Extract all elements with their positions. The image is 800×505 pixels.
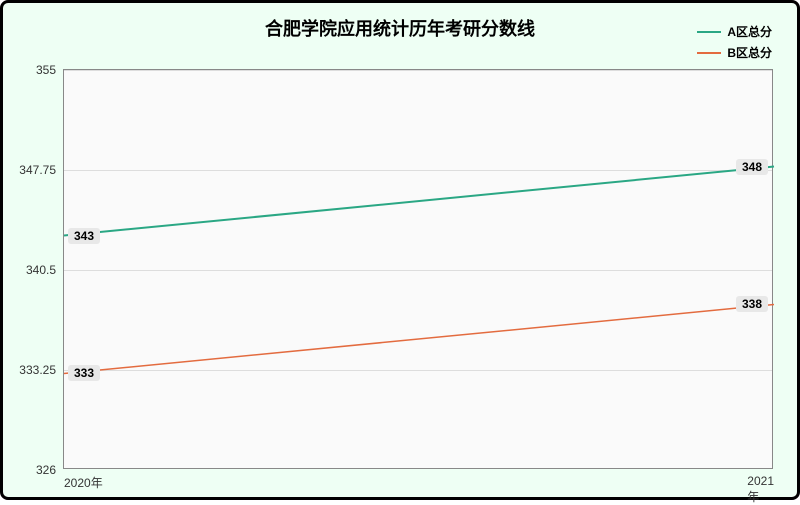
data-label: 348 [736, 159, 768, 175]
x-tick-label: 2021年 [747, 474, 774, 505]
plot-area: 326333.25340.5347.753552020年2021年3433483… [63, 69, 773, 469]
legend-item-b: B区总分 [697, 44, 772, 61]
legend-swatch-b [697, 52, 721, 54]
legend-label-a: A区总分 [727, 23, 772, 40]
y-tick-label: 347.75 [19, 163, 56, 177]
legend-label-b: B区总分 [727, 44, 772, 61]
y-tick-label: 355 [36, 63, 56, 77]
data-label: 343 [68, 228, 100, 244]
data-label: 338 [736, 296, 768, 312]
legend-swatch-a [697, 31, 721, 33]
chart-container: 合肥学院应用统计历年考研分数线 A区总分 B区总分 326 333.25 340.5… [0, 0, 800, 500]
series-svg [64, 70, 774, 470]
y-tick-label: 326 [36, 463, 56, 477]
legend: A区总分 B区总分 [697, 23, 772, 65]
x-tick-label: 2020年 [64, 474, 103, 491]
legend-item-a: A区总分 [697, 23, 772, 40]
chart-title: 合肥学院应用统计历年考研分数线 [265, 15, 535, 41]
series-line [64, 167, 774, 236]
y-tick-label: 333.25 [19, 363, 56, 377]
series-line [64, 304, 774, 373]
data-label: 333 [68, 365, 100, 381]
y-tick-label: 340.5 [26, 263, 56, 277]
